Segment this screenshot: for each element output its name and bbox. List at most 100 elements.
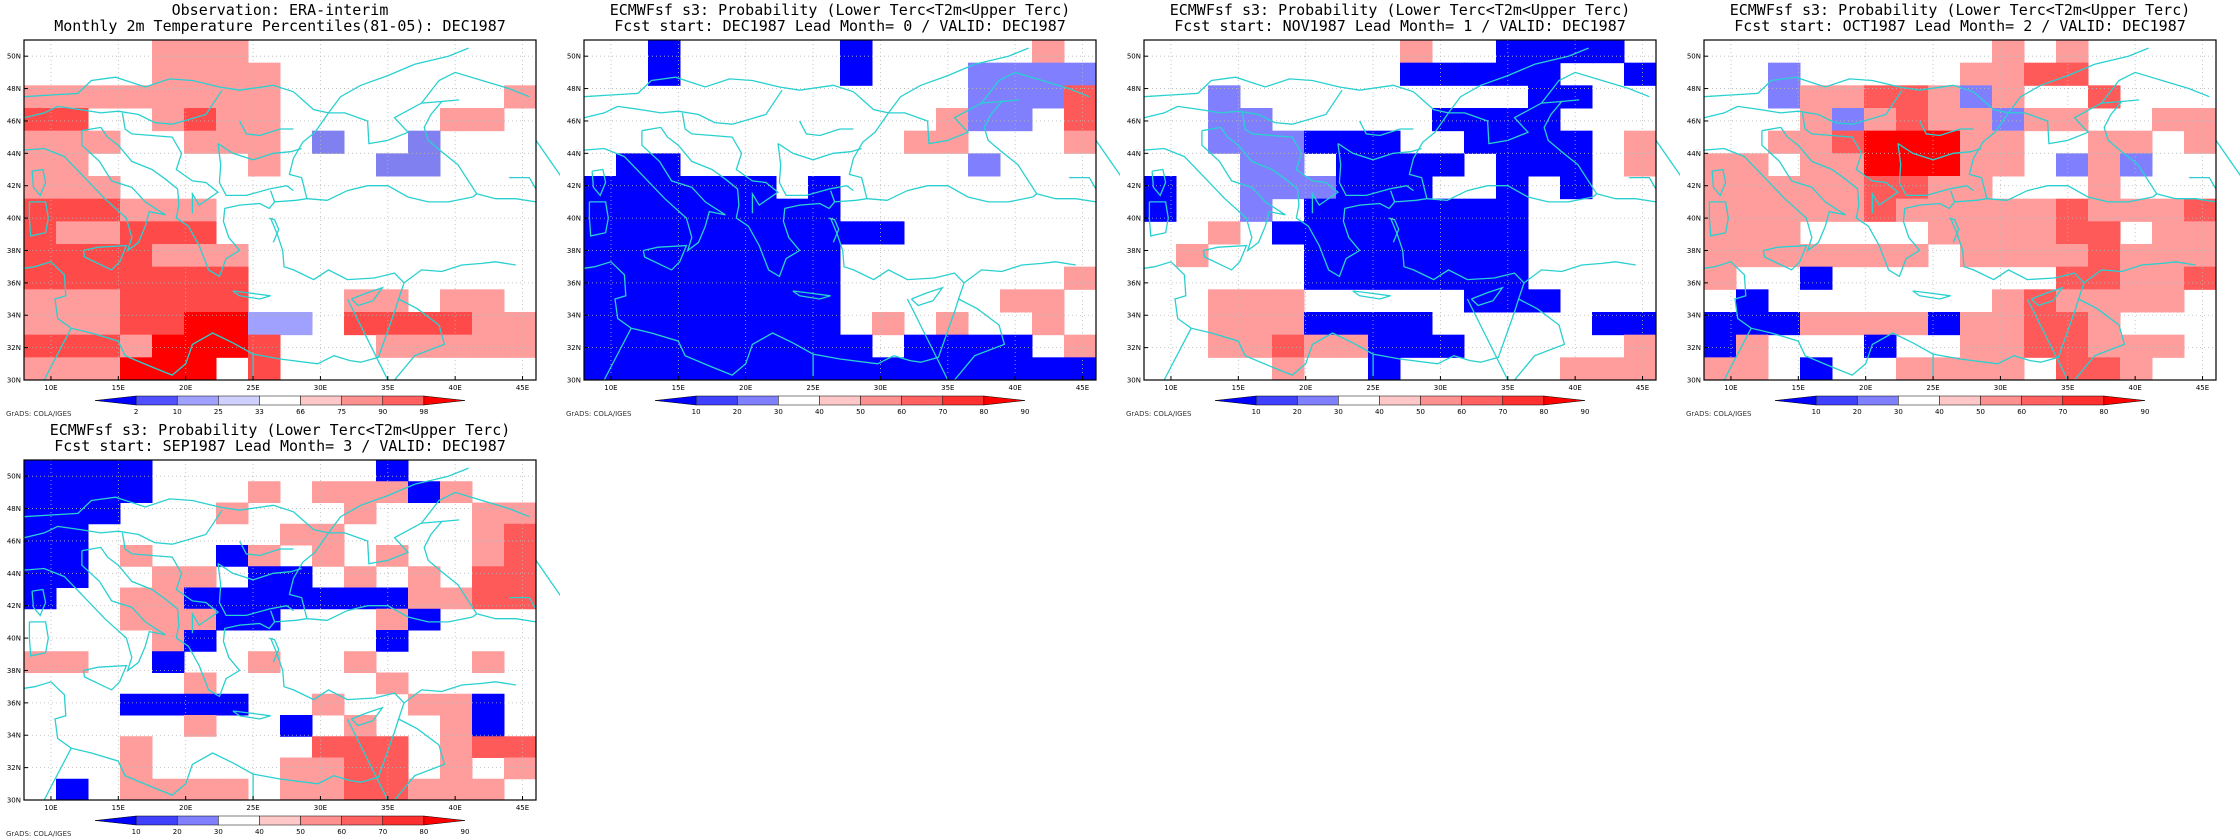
grid-cell <box>440 715 473 737</box>
grid-cell <box>1240 108 1273 132</box>
lat-tick-label: 44N <box>1687 150 1701 158</box>
lat-tick-label: 40N <box>567 215 581 223</box>
grid-cell <box>56 176 89 200</box>
grid-cell <box>584 357 617 381</box>
grid-cell <box>24 502 57 525</box>
lat-tick-label: 38N <box>1687 247 1701 255</box>
grid-cell <box>152 108 185 132</box>
grid-cell <box>56 481 89 503</box>
lon-tick-label: 20E <box>1859 384 1872 392</box>
grid-cell <box>1000 62 1033 86</box>
grid-cell <box>1992 312 2025 336</box>
grid-cell <box>1208 221 1241 245</box>
lat-tick-label: 32N <box>567 344 581 352</box>
grid-cell <box>1432 108 1465 132</box>
grid-cell <box>120 221 153 245</box>
grid-cell <box>776 334 809 358</box>
grid-cell <box>24 153 57 177</box>
lat-tick-label: 50N <box>1687 53 1701 61</box>
lat-tick-label: 32N <box>7 344 21 352</box>
grid-cell <box>1704 334 1737 358</box>
grid-cell <box>56 460 89 482</box>
grid-cell <box>120 736 153 758</box>
grid-cell <box>2024 198 2057 222</box>
grid-cell <box>248 334 281 358</box>
lon-tick-label: 35E <box>941 384 954 392</box>
grid-cell <box>712 312 745 336</box>
grid-cell <box>88 198 121 222</box>
colorbar-level-label: 20 <box>173 828 182 836</box>
colorbar-swatch <box>135 815 178 826</box>
grid-cell <box>152 312 185 336</box>
grid-cell <box>584 176 617 200</box>
grid-cell <box>2088 334 2121 358</box>
grid-cell <box>744 266 777 290</box>
grid-cell <box>248 130 281 154</box>
grid-cell <box>56 312 89 336</box>
grid-cell <box>344 587 377 610</box>
grid-cell <box>584 289 617 313</box>
grid-cell <box>152 40 185 64</box>
grid-cell <box>120 289 153 313</box>
lat-tick-label: 44N <box>7 570 21 578</box>
colorbar-swatch <box>423 395 466 406</box>
lat-tick-label: 34N <box>7 312 21 320</box>
colorbar: 2 10 25 33 66 75 90 98 <box>94 395 466 416</box>
grid-cell <box>1032 357 1065 381</box>
grid-cell <box>1992 40 2025 64</box>
grid-cell <box>680 312 713 336</box>
grid-cell <box>88 244 121 268</box>
grid-cell <box>1768 244 1801 268</box>
grid-cell <box>184 266 217 290</box>
lat-tick-label: 46N <box>7 117 21 125</box>
grid-cell <box>1768 85 1801 109</box>
grid-cell <box>1464 130 1497 154</box>
grid-cell <box>408 608 441 631</box>
grid-cell <box>376 481 409 503</box>
grid-cell <box>1000 108 1033 132</box>
colorbar-level-label: 90 <box>1021 408 1030 416</box>
colorbar-swatch <box>1255 395 1298 406</box>
grid-cell <box>24 460 57 482</box>
grads-credit: GrADS: COLA/IGES <box>1686 410 1752 418</box>
grid-cell <box>1896 357 1929 381</box>
grid-cell <box>648 62 681 86</box>
grid-cell <box>120 481 153 503</box>
axis-labels: 30N 32N 34N 36N 38N 40N 42N 44N 46N 48N 50N 10E 15E 2… <box>7 473 529 812</box>
grid-cell <box>152 266 185 290</box>
grid-cell <box>1992 153 2025 177</box>
colorbar-level-label: 80 <box>979 408 988 416</box>
grid-cell <box>280 778 313 801</box>
grid-cell <box>1560 176 1593 200</box>
panel-title-line1: ECMWFsf s3: Probability (Lower Terc<T2m<… <box>609 1 1071 19</box>
grid-cell <box>1240 312 1273 336</box>
grid-cell <box>808 244 841 268</box>
grid-cells <box>24 40 537 381</box>
grid-cell <box>1528 108 1561 132</box>
colorbar-level-label: 33 <box>255 408 264 416</box>
grid-cell <box>1960 108 1993 132</box>
lat-tick-label: 38N <box>7 667 21 675</box>
grid-cell <box>968 62 1001 86</box>
grid-cell <box>1400 62 1433 86</box>
grid-cell <box>1928 176 1961 200</box>
colorbar-swatch <box>259 815 301 826</box>
grid-cell <box>1368 357 1401 381</box>
grid-cell <box>376 460 409 482</box>
grid-cell <box>88 334 121 358</box>
grid-cell <box>936 334 969 358</box>
grid-cell <box>2056 40 2089 64</box>
grid-cell <box>1800 108 1833 132</box>
lat-tick-label: 40N <box>7 215 21 223</box>
colorbar: 10 20 30 40 50 60 70 80 90 <box>1774 395 2149 416</box>
grid-cell <box>376 334 409 358</box>
lon-tick-label: 45E <box>2196 384 2209 392</box>
colorbar-level-label: 50 <box>856 408 865 416</box>
lon-tick-label: 20E <box>1299 384 1312 392</box>
grid-cell <box>504 312 537 336</box>
grid-cell <box>24 523 57 546</box>
grid-cell <box>376 587 409 610</box>
grid-cell <box>616 221 649 245</box>
colorbar-swatch <box>135 395 178 406</box>
grid-cell <box>1304 130 1337 154</box>
